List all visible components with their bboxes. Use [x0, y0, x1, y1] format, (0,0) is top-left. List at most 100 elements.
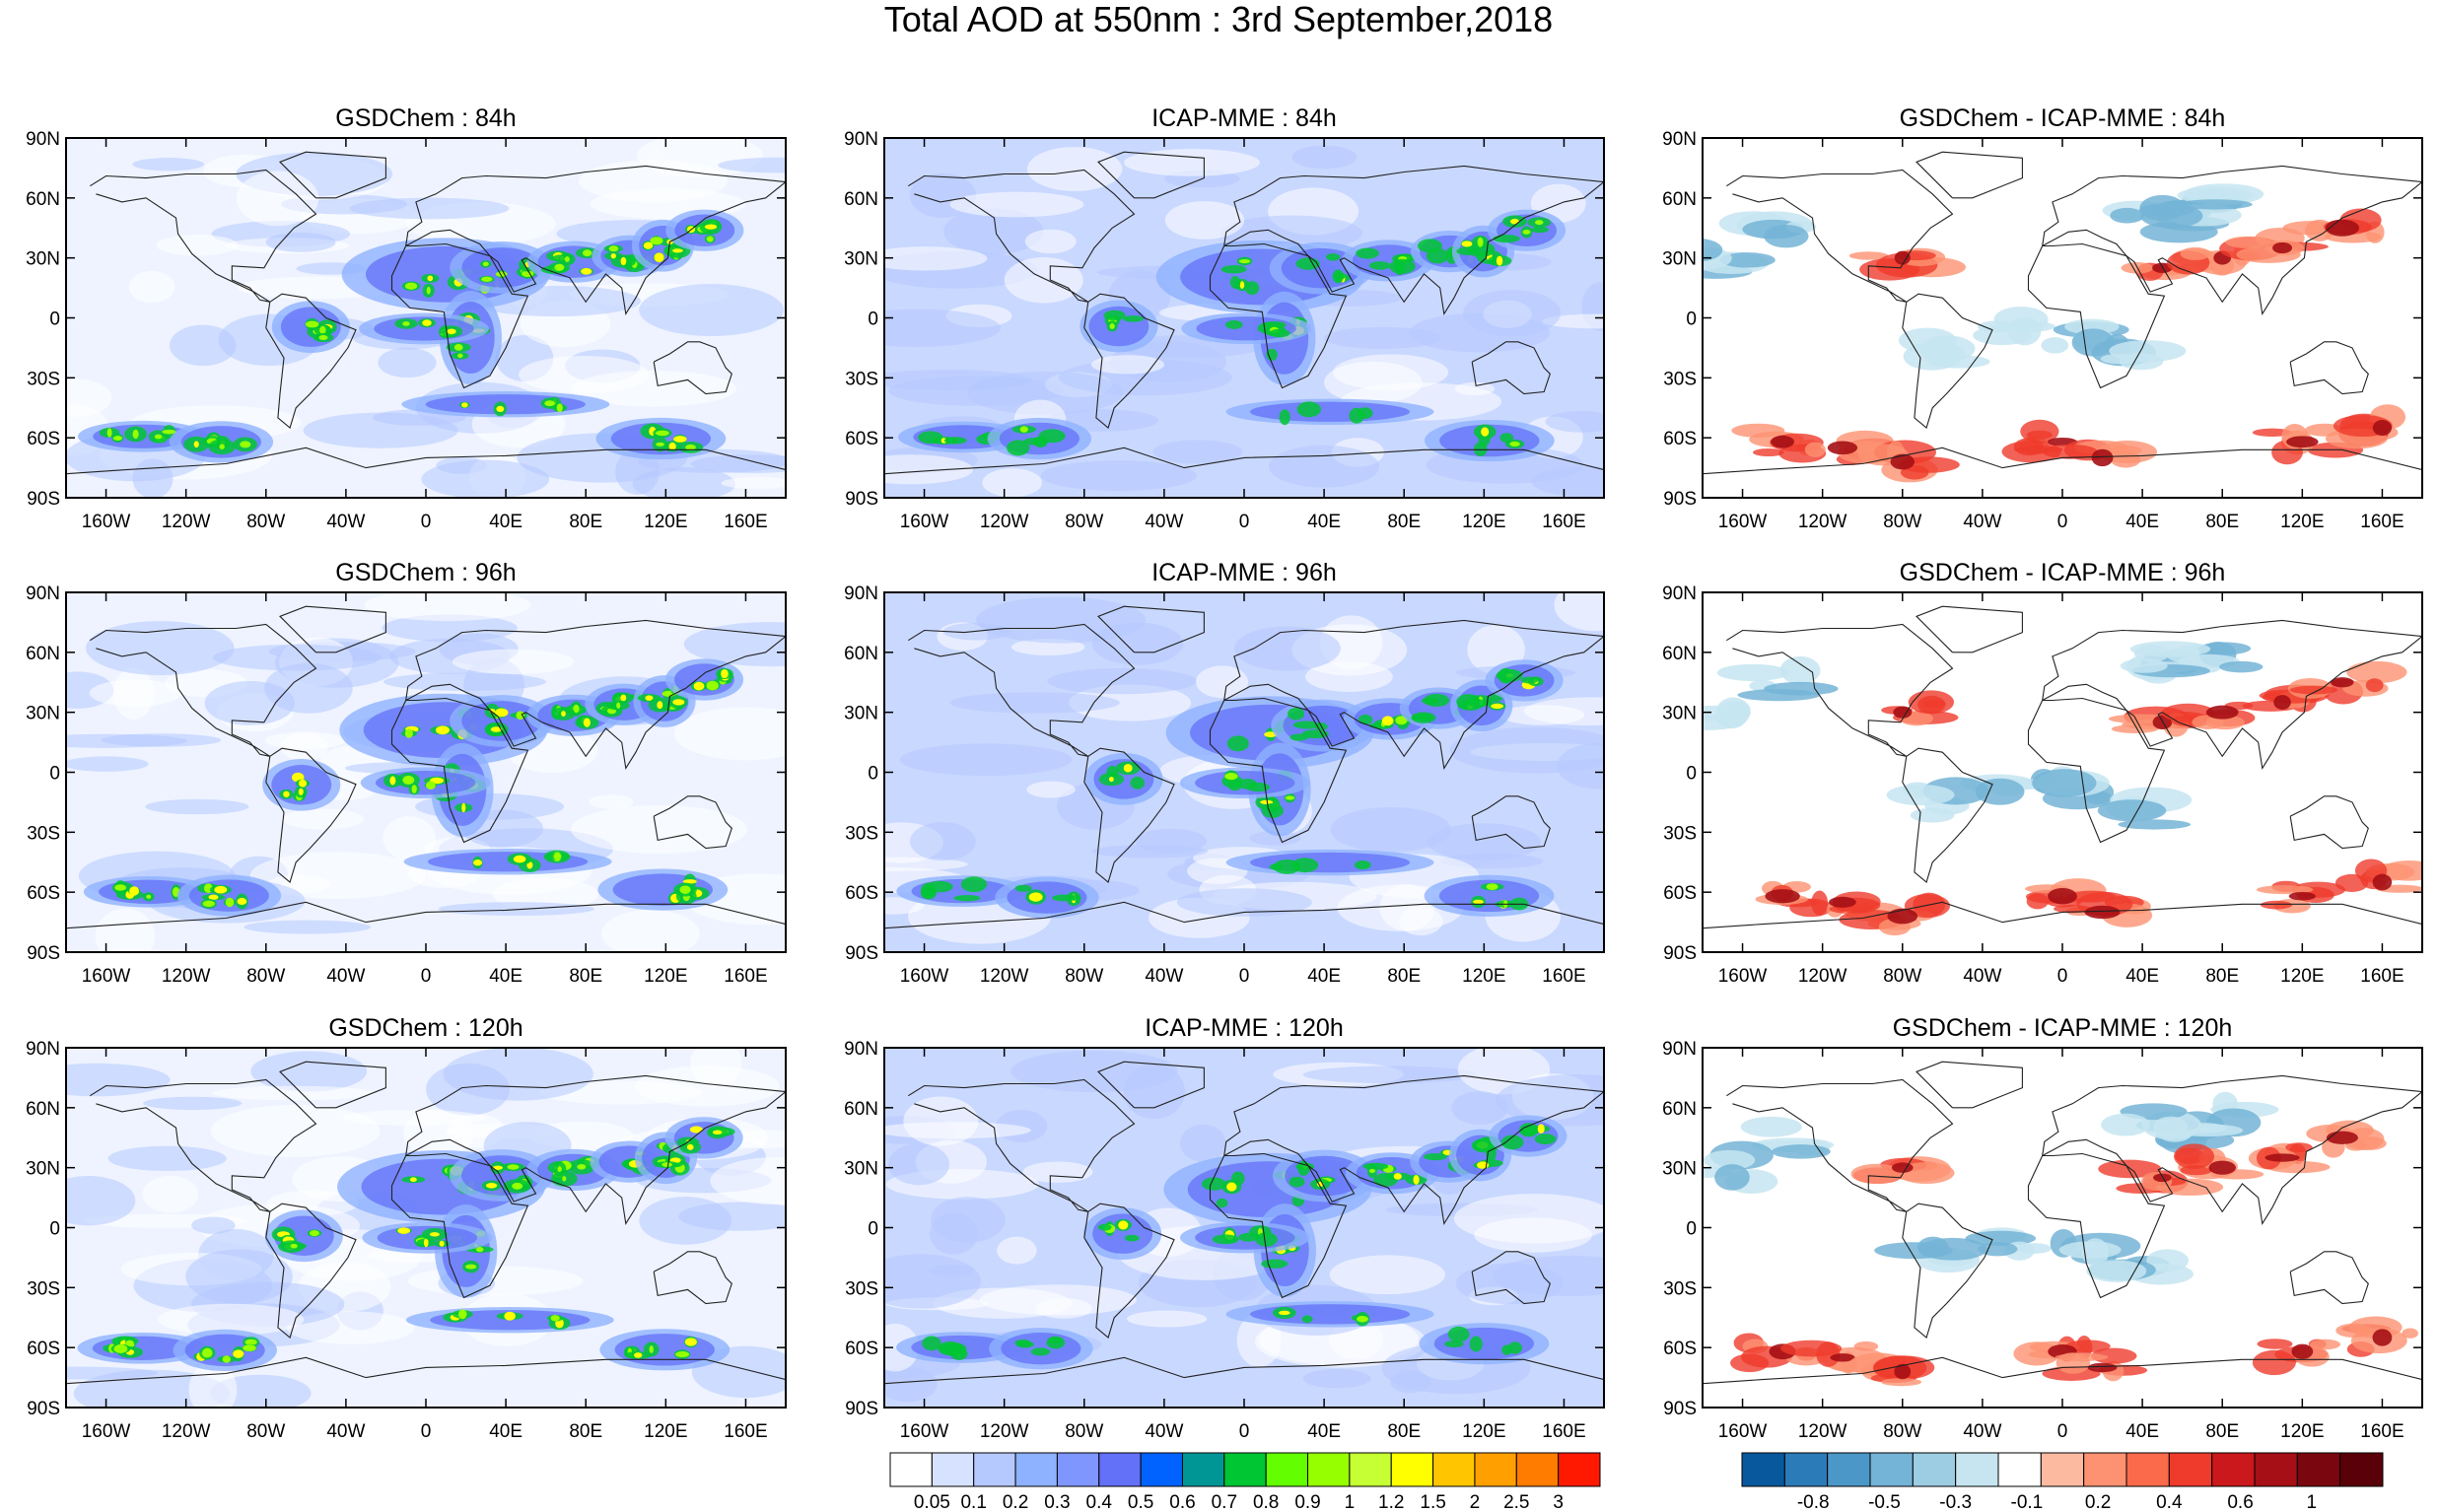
colorbar-label: 0.4	[1086, 1492, 1113, 1512]
lon-tick-label: 120E	[644, 512, 687, 532]
coastline	[390, 697, 529, 844]
map-panel: GSDChem : 84h 90N 60N 30N 0 30S 60S 90S 160W 120W…	[26, 104, 787, 532]
lat-tick-label: 60S	[845, 429, 878, 449]
colorbar-swatch	[1515, 1452, 1560, 1487]
lon-tick-label: 160W	[82, 966, 131, 987]
panel-title: GSDChem - ICAP-MME : 84h	[1900, 104, 2226, 132]
map-panel: ICAP-MME : 96h 90N 60N 30N 0 30S 60S 90S 160W 120…	[844, 559, 1605, 987]
panel-title: GSDChem : 120h	[328, 1014, 522, 1042]
lon-tick-label: 160W	[82, 1421, 131, 1442]
colorbar-swatch	[1869, 1452, 1914, 1487]
colorbar-swatch	[1307, 1452, 1351, 1487]
lat-tick-label: 90N	[1662, 584, 1697, 604]
lat-tick-label: 30N	[26, 249, 60, 270]
lat-tick-label: 0	[49, 1219, 60, 1240]
coastline	[90, 169, 317, 303]
coastline	[653, 341, 732, 395]
lat-tick-label: 30N	[844, 249, 878, 270]
colorbar-label: -0.1	[2011, 1492, 2044, 1512]
coastline	[1471, 341, 1551, 395]
coastline	[1471, 1251, 1551, 1305]
lon-tick-label: 160W	[900, 512, 949, 532]
lat-tick-label: 30S	[27, 1278, 60, 1299]
coastline	[1097, 1061, 1205, 1109]
colorbar-label: 0.8	[1253, 1492, 1279, 1512]
colorbar-label: -0.8	[1797, 1492, 1830, 1512]
lon-tick-label: 80W	[1065, 1421, 1103, 1442]
coastline	[1916, 151, 2023, 199]
lon-tick-label: 40E	[489, 512, 522, 532]
lat-tick-label: 60S	[1663, 1339, 1697, 1359]
lon-tick-label: 40E	[1307, 1421, 1341, 1442]
coastline	[279, 1061, 386, 1109]
lon-tick-label: 80E	[2205, 512, 2239, 532]
lon-tick-label: 160E	[2360, 966, 2403, 987]
lon-tick-label: 160W	[900, 966, 949, 987]
coastline	[1083, 747, 1175, 883]
coastline	[1916, 1061, 2023, 1109]
lon-tick-label: 80W	[246, 512, 285, 532]
lat-tick-label: 60N	[26, 644, 60, 664]
lon-tick-label: 160E	[2360, 1421, 2403, 1442]
colorbar-swatch	[1390, 1452, 1434, 1487]
lon-tick-label: 80W	[1883, 966, 1921, 987]
lon-tick-label: 120E	[1462, 966, 1505, 987]
lat-tick-label: 90S	[845, 943, 878, 964]
aod-field	[1703, 1048, 2422, 1408]
lon-tick-label: 160W	[82, 512, 131, 532]
coastline	[2289, 795, 2369, 850]
lat-tick-label: 60N	[26, 1099, 60, 1120]
lon-tick-label: 160E	[2360, 512, 2403, 532]
coastline	[1916, 605, 2023, 653]
lon-tick-label: 120E	[644, 966, 687, 987]
lon-tick-label: 40E	[1307, 966, 1341, 987]
lon-tick-label: 0	[1239, 966, 1250, 987]
lat-tick-label: 30S	[845, 823, 878, 844]
colorbar-swatch	[1223, 1452, 1267, 1487]
map-panel: GSDChem : 96h 90N 60N 30N 0 30S 60S 90S 160W 120W…	[26, 559, 787, 987]
lat-tick-label: 30S	[1663, 369, 1697, 389]
colorbar-swatch	[931, 1452, 975, 1487]
lat-tick-label: 0	[1686, 764, 1697, 785]
map-panel: GSDChem : 120h 90N 60N 30N 0 30S 60S 90S 160W 120…	[26, 1014, 787, 1442]
lon-tick-label: 120E	[1462, 512, 1505, 532]
lon-tick-label: 80E	[569, 512, 602, 532]
colorbar-swatch	[2083, 1452, 2127, 1487]
lat-tick-label: 30S	[27, 823, 60, 844]
colorbar-swatch	[1056, 1452, 1100, 1487]
lon-tick-label: 120E	[1462, 1421, 1505, 1442]
panel-title: GSDChem : 96h	[335, 559, 516, 586]
lon-tick-label: 40E	[489, 966, 522, 987]
coastline	[1223, 619, 1604, 770]
coastline	[908, 1078, 1136, 1212]
coastline	[1223, 1074, 1604, 1225]
coastline	[1083, 1203, 1175, 1339]
coastline	[2289, 1251, 2369, 1305]
lon-tick-label: 40W	[326, 966, 365, 987]
aod-field	[66, 1048, 786, 1408]
lon-tick-label: 80W	[1883, 1421, 1921, 1442]
coastline	[405, 1074, 786, 1225]
coastline	[1726, 1078, 1954, 1212]
lon-tick-label: 80E	[1387, 1421, 1421, 1442]
lon-tick-label: 80E	[1387, 966, 1421, 987]
coastline	[1726, 623, 1954, 757]
lat-tick-label: 30N	[1662, 704, 1697, 724]
lon-tick-label: 40W	[1963, 512, 2001, 532]
colorbar-swatch	[889, 1452, 933, 1487]
colorbar-label: 3	[1553, 1492, 1564, 1512]
colorbar-label: -0.3	[1939, 1492, 1972, 1512]
lat-tick-label: 60N	[844, 189, 878, 210]
coastline	[66, 901, 786, 929]
coastline	[908, 623, 1136, 757]
colorbar-label: 0.1	[960, 1492, 986, 1512]
colorbar-label: 0.05	[914, 1492, 950, 1512]
lat-tick-label: 90S	[27, 489, 60, 510]
coastline	[1209, 1152, 1348, 1299]
colorbar-swatch	[1140, 1452, 1183, 1487]
lat-tick-label: 60N	[844, 644, 878, 664]
coastline	[1902, 747, 1993, 883]
colorbar-swatch	[2339, 1452, 2384, 1487]
lon-tick-label: 160E	[724, 512, 767, 532]
coastline	[66, 447, 786, 475]
